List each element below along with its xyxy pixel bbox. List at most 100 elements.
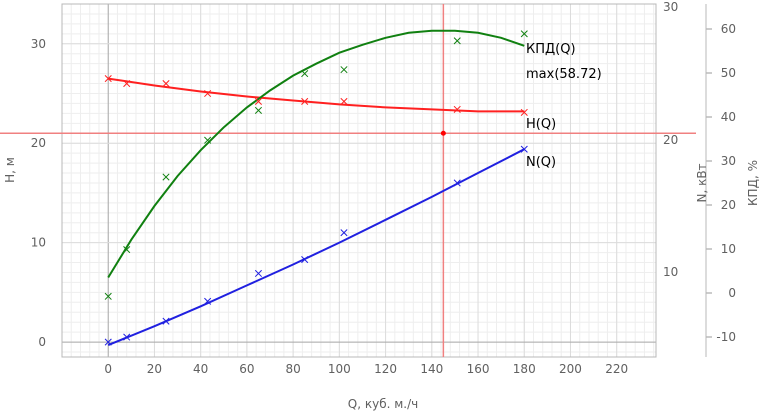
curve-labels: КПД(Q) max(58.72) H(Q) N(Q) (526, 42, 602, 170)
marker-stroke (520, 30, 528, 38)
kpd-tick-label: 40 (721, 110, 736, 124)
kpd-tick-label: 30 (721, 154, 736, 168)
marker-stroke (123, 333, 131, 341)
marker-stroke (301, 97, 309, 106)
x-tick-label: 100 (328, 362, 351, 376)
curve-h-кпдq (107, 29, 525, 279)
kpd-axis-ticks: -10 0 10 20 30 40 50 60 (706, 22, 736, 344)
marker-stroke (254, 106, 263, 114)
data-markers (104, 30, 528, 346)
data-point-marker (453, 37, 461, 45)
marker-stroke (162, 173, 170, 181)
marker-stroke (123, 79, 131, 88)
marker-stroke (204, 89, 212, 98)
h-tick-label: 0 (38, 335, 46, 349)
n-axis-title: N, кВт (695, 163, 709, 202)
plot-frame (61, 3, 657, 358)
marker-stroke (254, 269, 263, 278)
data-point-marker (340, 66, 348, 74)
x-tick-label: 0 (104, 362, 112, 376)
data-point-marker (162, 79, 170, 88)
x-tick-label: 220 (605, 362, 628, 376)
label-kpd: КПД(Q) (526, 42, 576, 57)
marker-stroke (340, 229, 348, 237)
label-n: N(Q) (526, 155, 556, 170)
x-tick-label: 120 (374, 362, 397, 376)
marker-stroke (204, 136, 212, 144)
marker-stroke (520, 108, 528, 116)
x-axis-ticks: 0 20 40 60 80 100 120 140 160 180 200 220 (104, 362, 628, 376)
marker-stroke (254, 97, 263, 106)
data-point-marker (104, 292, 112, 300)
kpd-axis-title: КПД, % (746, 160, 760, 206)
data-point-marker (204, 89, 212, 98)
x-tick-label: 20 (147, 362, 162, 376)
data-point-marker (254, 97, 263, 106)
data-point-marker (204, 297, 212, 305)
marker-stroke (104, 292, 112, 300)
marker-stroke (162, 317, 170, 325)
data-point-marker (104, 338, 112, 346)
h-tick-label: 20 (31, 136, 46, 150)
data-point-marker (104, 75, 112, 83)
x-tick-label: 180 (513, 362, 536, 376)
kpd-tick-label: 10 (721, 242, 736, 256)
data-point-marker (453, 105, 461, 113)
data-point-marker (254, 106, 263, 114)
curve-h-hq (108, 77, 525, 113)
x-tick-label: 60 (239, 362, 254, 376)
marker-stroke (104, 75, 112, 83)
kpd-tick-label: 60 (721, 22, 736, 36)
x-tick-label: 140 (420, 362, 443, 376)
h-axis-ticks: 0 10 20 30 (31, 37, 46, 349)
data-point-marker (520, 145, 528, 153)
marker-stroke (520, 145, 528, 153)
data-point-marker (204, 136, 212, 144)
kpd-tick-label: -10 (716, 330, 736, 344)
data-point-marker (162, 173, 170, 181)
marker-stroke (453, 179, 461, 187)
marker-stroke (301, 70, 309, 78)
operating-point-lines (0, 4, 696, 357)
marker-stroke (340, 66, 348, 74)
h-axis-title: Н, м (3, 157, 17, 183)
marker-stroke (453, 105, 461, 113)
marker-stroke (123, 246, 131, 254)
kpd-tick-label: 50 (721, 66, 736, 80)
data-point-marker (520, 108, 528, 116)
label-h: H(Q) (526, 117, 556, 132)
x-tick-label: 200 (559, 362, 582, 376)
marker-stroke (301, 255, 309, 264)
major-grid (62, 4, 656, 357)
data-point-marker (520, 30, 528, 38)
kpd-tick-label: 20 (721, 198, 736, 212)
data-point-marker (340, 97, 348, 106)
h-tick-label: 30 (31, 37, 46, 51)
data-point-marker (123, 246, 131, 254)
h-tick-label: 10 (31, 236, 46, 250)
n-tick-label: 30 (663, 0, 678, 14)
data-point-marker (254, 269, 263, 278)
x-axis-title: Q, куб. м./ч (348, 397, 418, 411)
n-axis-ticks: 10 20 30 (663, 0, 678, 279)
data-point-marker (301, 255, 309, 264)
n-tick-label: 10 (663, 265, 678, 279)
marker-stroke (453, 37, 461, 45)
data-point-marker (340, 229, 348, 237)
n-tick-label: 20 (663, 133, 678, 147)
data-point-marker (301, 70, 309, 78)
data-point-marker (123, 79, 131, 88)
x-tick-label: 40 (193, 362, 208, 376)
operating-point-marker (440, 130, 446, 136)
data-point-marker (301, 97, 309, 106)
x-tick-label: 160 (467, 362, 490, 376)
label-kpd-max: max(58.72) (526, 67, 602, 82)
kpd-tick-label: 0 (728, 286, 736, 300)
data-point-marker (123, 333, 131, 341)
marker-stroke (104, 338, 112, 346)
marker-stroke (162, 79, 170, 88)
data-point-marker (453, 179, 461, 187)
data-point-marker (162, 317, 170, 325)
